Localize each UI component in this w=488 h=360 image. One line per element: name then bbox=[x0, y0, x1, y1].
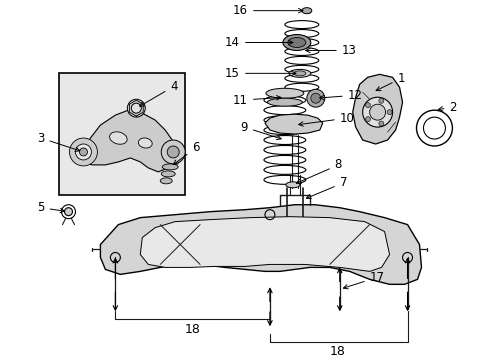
Text: 1: 1 bbox=[375, 72, 404, 91]
Text: 2: 2 bbox=[437, 101, 456, 114]
Circle shape bbox=[80, 148, 87, 156]
Circle shape bbox=[386, 110, 391, 114]
Circle shape bbox=[69, 138, 97, 166]
Circle shape bbox=[378, 121, 383, 126]
Circle shape bbox=[167, 146, 179, 158]
Ellipse shape bbox=[285, 182, 299, 188]
Circle shape bbox=[362, 97, 392, 127]
Circle shape bbox=[310, 93, 320, 103]
Text: 15: 15 bbox=[224, 67, 295, 80]
Circle shape bbox=[365, 103, 370, 108]
Text: 18: 18 bbox=[329, 345, 345, 357]
Ellipse shape bbox=[293, 71, 305, 76]
Bar bbox=[59, 73, 185, 195]
Circle shape bbox=[369, 104, 385, 120]
Ellipse shape bbox=[109, 132, 127, 144]
Text: 10: 10 bbox=[298, 112, 354, 126]
Text: 18: 18 bbox=[184, 323, 200, 336]
Circle shape bbox=[306, 89, 324, 107]
Text: 9: 9 bbox=[240, 121, 281, 140]
PathPatch shape bbox=[81, 110, 175, 172]
Ellipse shape bbox=[288, 69, 310, 77]
Polygon shape bbox=[129, 100, 143, 116]
Circle shape bbox=[75, 144, 91, 160]
Ellipse shape bbox=[283, 35, 310, 50]
Ellipse shape bbox=[160, 178, 172, 184]
Circle shape bbox=[365, 117, 370, 122]
Ellipse shape bbox=[267, 98, 302, 106]
Text: 8: 8 bbox=[296, 158, 342, 184]
Ellipse shape bbox=[265, 88, 303, 98]
Text: 11: 11 bbox=[232, 94, 281, 107]
Text: 5: 5 bbox=[37, 201, 64, 214]
Ellipse shape bbox=[162, 164, 178, 170]
PathPatch shape bbox=[140, 217, 389, 271]
Ellipse shape bbox=[161, 171, 175, 177]
Text: 12: 12 bbox=[319, 89, 362, 102]
Text: 17: 17 bbox=[343, 271, 384, 289]
Ellipse shape bbox=[287, 37, 305, 48]
Circle shape bbox=[161, 140, 185, 164]
Circle shape bbox=[131, 103, 141, 113]
Circle shape bbox=[378, 98, 383, 103]
Text: 14: 14 bbox=[224, 36, 292, 49]
Text: 16: 16 bbox=[232, 4, 303, 17]
PathPatch shape bbox=[264, 114, 322, 134]
Text: 7: 7 bbox=[306, 176, 346, 199]
Text: 3: 3 bbox=[37, 131, 80, 152]
Circle shape bbox=[64, 208, 72, 216]
Ellipse shape bbox=[138, 138, 152, 148]
PathPatch shape bbox=[352, 74, 402, 144]
PathPatch shape bbox=[100, 205, 421, 284]
Circle shape bbox=[127, 99, 145, 117]
Text: 13: 13 bbox=[305, 44, 356, 57]
Text: 6: 6 bbox=[173, 141, 199, 165]
Circle shape bbox=[61, 205, 75, 219]
Ellipse shape bbox=[301, 8, 311, 14]
Text: 4: 4 bbox=[140, 80, 177, 106]
